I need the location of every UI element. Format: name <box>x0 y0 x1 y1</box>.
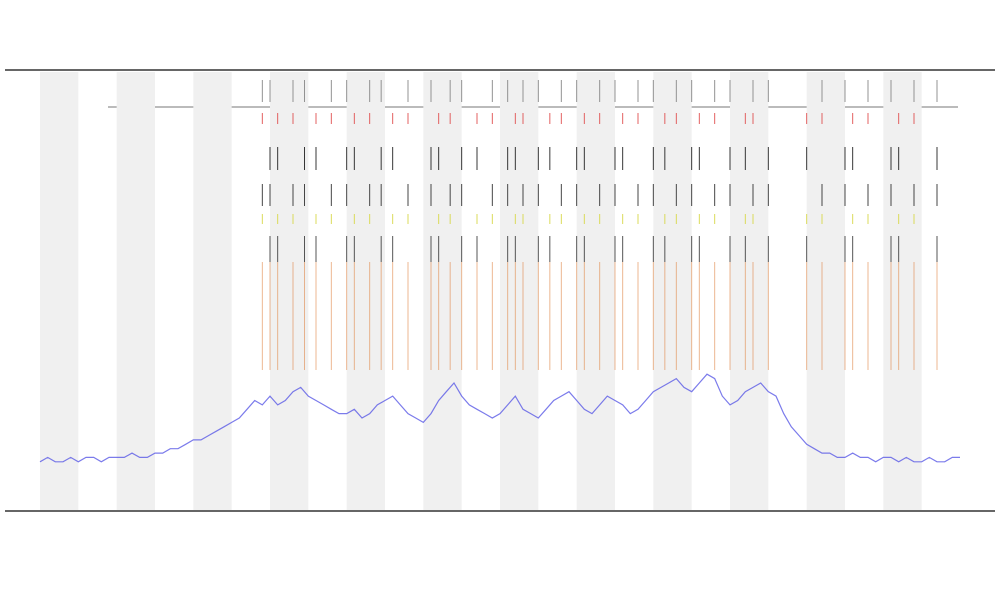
shaded-band <box>500 72 539 510</box>
series-line <box>39 373 960 463</box>
shaded-band <box>116 72 155 510</box>
shaded-band <box>270 72 309 510</box>
shaded-band <box>806 72 845 510</box>
lines <box>39 373 960 463</box>
events <box>261 80 938 370</box>
bands <box>40 72 922 510</box>
shaded-band <box>423 72 462 510</box>
shaded-band <box>883 72 922 510</box>
shaded-band <box>730 72 769 510</box>
shaded-band <box>193 72 232 510</box>
shaded-band <box>346 72 385 510</box>
shaded-band <box>576 72 615 510</box>
shaded-band <box>653 72 692 510</box>
shaded-band <box>40 72 79 510</box>
